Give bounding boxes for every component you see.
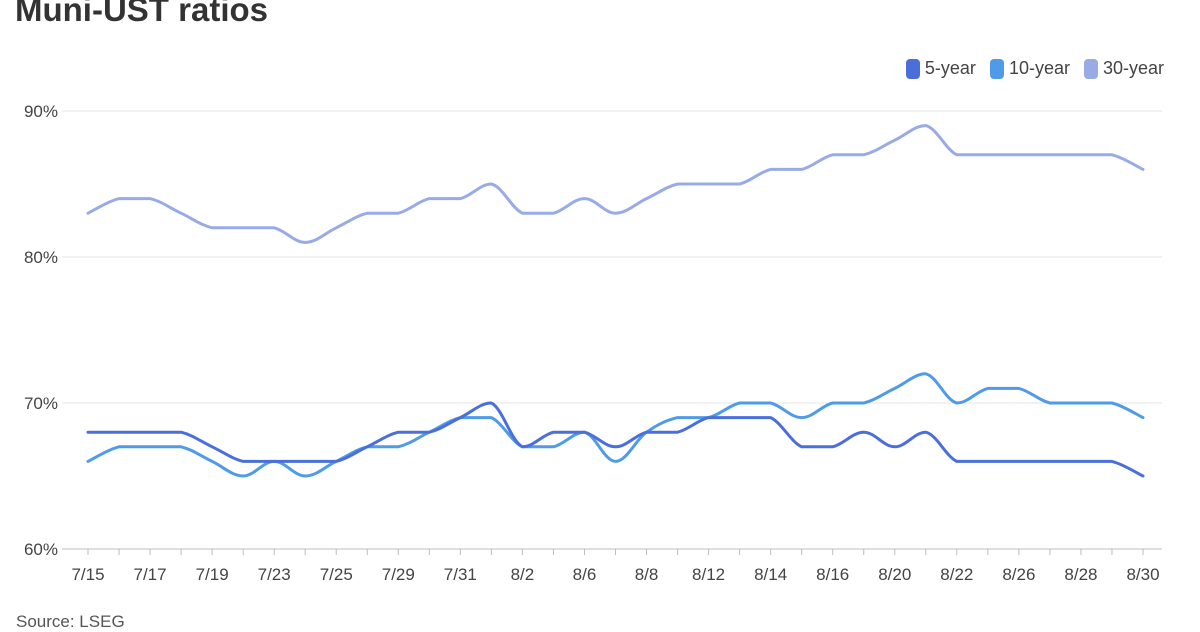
x-tick-label: 8/16 (816, 565, 849, 584)
x-tick-label: 8/20 (878, 565, 911, 584)
x-tick-label: 7/19 (196, 565, 229, 584)
legend-label-10-year: 10-year (1008, 58, 1070, 78)
y-tick-label: 80% (24, 248, 58, 267)
chart-title: Muni-UST ratios (15, 0, 268, 28)
y-tick-label: 70% (24, 394, 58, 413)
y-tick-label: 60% (24, 540, 58, 559)
x-tick-label: 8/28 (1064, 565, 1097, 584)
series-line-10-year (86, 372, 1145, 478)
x-tick-label: 7/17 (134, 565, 167, 584)
source-note: Source: LSEG (16, 612, 125, 631)
legend-item-5-year[interactable]: 5-year (905, 58, 976, 79)
x-tick-label: 7/29 (382, 565, 415, 584)
legend-swatch-30-year (1083, 58, 1098, 79)
x-tick-label: 8/12 (692, 565, 725, 584)
series-line-30-year (86, 124, 1145, 244)
legend-swatch-10-year (989, 58, 1004, 79)
x-tick-label: 8/26 (1002, 565, 1035, 584)
x-tick-label: 7/25 (320, 565, 353, 584)
series-line-5-year (86, 401, 1145, 478)
x-tick-label: 8/30 (1126, 565, 1159, 584)
legend: 5-year 10-year 30-year (905, 58, 1164, 79)
legend-swatch-5-year (905, 58, 920, 79)
x-tick-label: 7/15 (71, 565, 104, 584)
legend-label-30-year: 30-year (1102, 58, 1164, 78)
x-tick-label: 8/2 (511, 565, 535, 584)
x-tick-label: 7/23 (258, 565, 291, 584)
x-tick-label: 8/22 (940, 565, 973, 584)
legend-label-5-year: 5-year (924, 58, 976, 78)
x-tick-label: 8/8 (635, 565, 659, 584)
x-tick-label: 7/31 (444, 565, 477, 584)
x-tick-label: 8/6 (573, 565, 597, 584)
legend-item-30-year[interactable]: 30-year (1083, 58, 1164, 79)
legend-item-10-year[interactable]: 10-year (989, 58, 1070, 79)
y-tick-label: 90% (24, 102, 58, 121)
x-tick-label: 8/14 (754, 565, 787, 584)
